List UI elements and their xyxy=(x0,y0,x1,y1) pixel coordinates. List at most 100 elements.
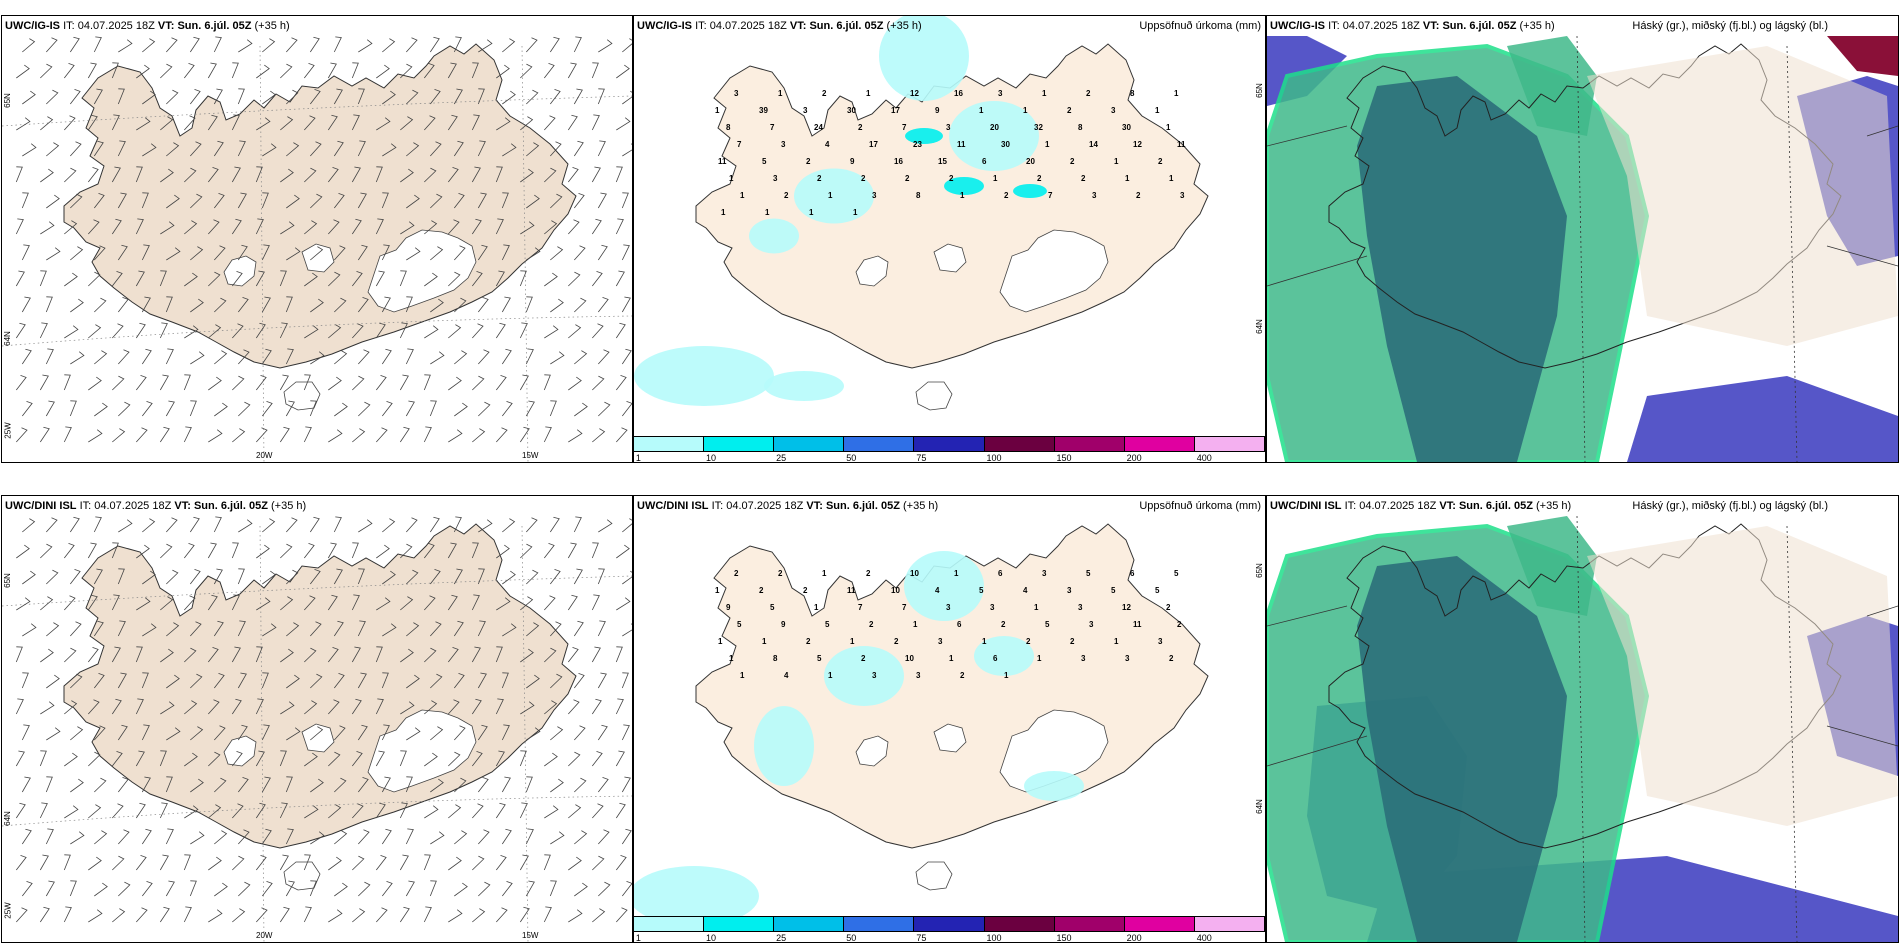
wind-barb xyxy=(375,322,386,339)
wind-barb xyxy=(183,63,195,79)
lat-label: 65N xyxy=(1255,83,1265,98)
wind-barb xyxy=(495,270,505,287)
wind-barb xyxy=(502,90,516,105)
wind-barb xyxy=(615,802,626,819)
wind-barb xyxy=(526,247,541,261)
wind-barb xyxy=(15,698,24,715)
wind-barb xyxy=(208,429,223,443)
glacier xyxy=(915,381,953,411)
wind-barb xyxy=(262,570,276,585)
wind-barb xyxy=(520,543,533,559)
wind-barb xyxy=(424,167,437,183)
legend-tick-label: 10 xyxy=(706,453,717,463)
precip-value: 9 xyxy=(726,603,731,612)
wind-barb xyxy=(304,115,316,131)
wind-barb xyxy=(69,36,80,53)
wind-barb xyxy=(94,777,107,793)
precip-value: 2 xyxy=(1001,620,1006,629)
wind-barb xyxy=(448,429,463,443)
precip-area xyxy=(824,646,904,706)
precip-area xyxy=(879,16,969,101)
wind-barb xyxy=(616,544,630,559)
precip-value: 12 xyxy=(910,89,919,98)
legend-tick-label: 150 xyxy=(1056,933,1072,943)
wind-barb xyxy=(520,701,535,715)
wind-barb xyxy=(303,426,312,443)
lat-label: 25W xyxy=(3,422,13,439)
wind-barb xyxy=(166,622,180,637)
wind-barb xyxy=(526,37,538,53)
precip-area xyxy=(754,706,814,786)
wind-barb xyxy=(501,672,509,689)
wind-barb xyxy=(15,270,25,287)
wind-barb xyxy=(400,596,414,611)
precip-value: 1 xyxy=(913,620,918,629)
wind-barb xyxy=(261,672,269,689)
wind-barb xyxy=(214,777,227,793)
wind-barb xyxy=(597,88,605,105)
wind-barb xyxy=(477,724,488,741)
graticule xyxy=(2,45,632,462)
wind-barb xyxy=(93,88,103,105)
wind-barb xyxy=(621,244,630,261)
wind-barb xyxy=(39,750,47,767)
wind-barb xyxy=(184,805,199,819)
wind-barb xyxy=(478,401,491,417)
wind-barb xyxy=(16,907,28,923)
wind-barb xyxy=(591,542,599,559)
wind-barb xyxy=(231,594,240,611)
lat-label: 25W xyxy=(3,902,13,919)
precip-value: 9 xyxy=(781,620,786,629)
wind-barb xyxy=(597,140,606,157)
wind-barb xyxy=(406,247,421,261)
precip-value: 17 xyxy=(891,106,900,115)
wind-barb xyxy=(375,166,383,183)
wind-barb xyxy=(574,882,588,897)
precip-value: 4 xyxy=(1023,586,1028,595)
precip-area xyxy=(794,168,874,224)
lat-label: 65N xyxy=(2,93,12,108)
wind-barb xyxy=(141,881,153,897)
wind-barb xyxy=(190,298,204,313)
wind-barb xyxy=(622,570,632,585)
precip-value: 2 xyxy=(759,586,764,595)
wind-barb xyxy=(159,906,170,923)
wind-barb xyxy=(472,323,484,339)
wind-barb xyxy=(351,542,359,559)
wind-barb xyxy=(190,778,204,793)
precip-value: 2 xyxy=(1067,106,1072,115)
wind-barb xyxy=(591,271,603,287)
wind-panel-igis: UWC/IG-IS IT: 04.07.2025 18Z VT: Sun. 6.… xyxy=(1,15,633,463)
wind-barb xyxy=(21,348,32,365)
wind-barb xyxy=(286,674,300,689)
wind-barb xyxy=(64,752,78,767)
wind-barb xyxy=(543,374,551,391)
wind-barb xyxy=(232,428,246,443)
wind-barb xyxy=(63,63,75,79)
wind-barb xyxy=(568,376,582,391)
glacier xyxy=(283,381,321,411)
wind-barb xyxy=(598,881,611,897)
wind-barb xyxy=(453,140,464,157)
wind-barb xyxy=(526,142,540,157)
glacier xyxy=(999,709,1109,793)
wind-barb xyxy=(112,908,126,923)
wind-barb xyxy=(568,751,581,767)
precip-value: 3 xyxy=(1111,106,1116,115)
iceland-coastline xyxy=(63,43,577,369)
wind-barb xyxy=(94,402,108,417)
precip-value: 2 xyxy=(949,174,954,183)
wind-barb xyxy=(160,116,174,131)
wind-barb xyxy=(280,648,294,663)
wind-barb xyxy=(213,568,223,585)
precip-value: 2 xyxy=(806,157,811,166)
wind-barb xyxy=(429,400,437,417)
panel-header: UWC/IG-IS IT: 04.07.2025 18Z VT: Sun. 6.… xyxy=(5,20,290,32)
wind-barb xyxy=(64,220,78,235)
wind-barb xyxy=(351,166,361,183)
wind-barb xyxy=(213,140,224,157)
wind-barb xyxy=(616,597,631,611)
legend-tick-label: 100 xyxy=(986,453,1002,463)
wind-barb xyxy=(136,427,148,443)
wind-barb xyxy=(429,36,440,53)
